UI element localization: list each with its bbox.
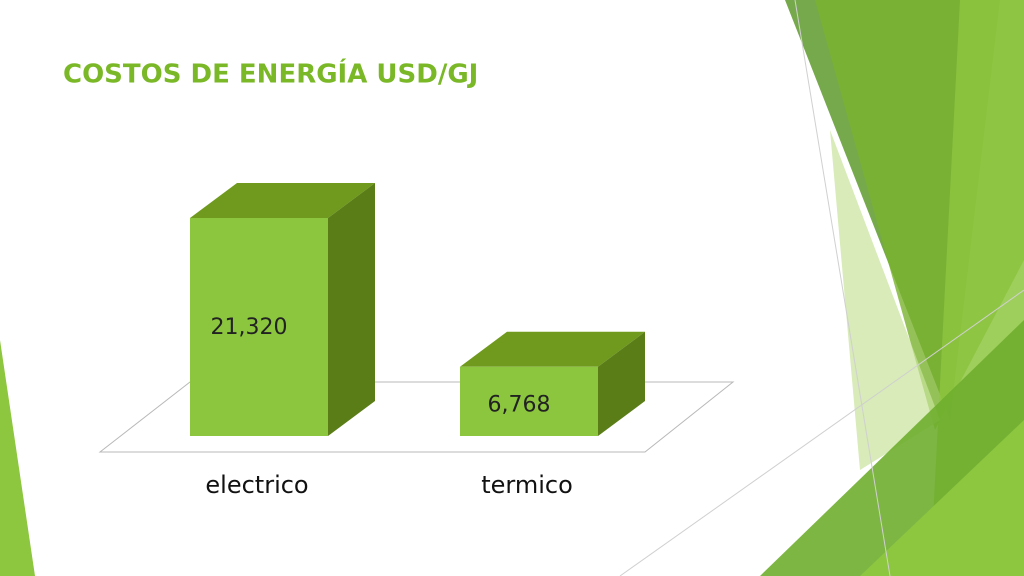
value-label: 6,768 [488, 392, 551, 417]
value-label: 21,320 [211, 315, 288, 340]
chart-title: COSTOS DE ENERGÍA USD/GJ [63, 58, 478, 90]
bar [190, 218, 328, 436]
bar-top [190, 183, 375, 218]
bar-top [460, 331, 645, 367]
bar-side [598, 331, 645, 436]
bar [460, 366, 598, 436]
x-tick-label: termico [481, 471, 573, 499]
floor [98, 381, 735, 453]
bar-side [328, 183, 375, 436]
x-tick-label: electrico [205, 471, 308, 499]
